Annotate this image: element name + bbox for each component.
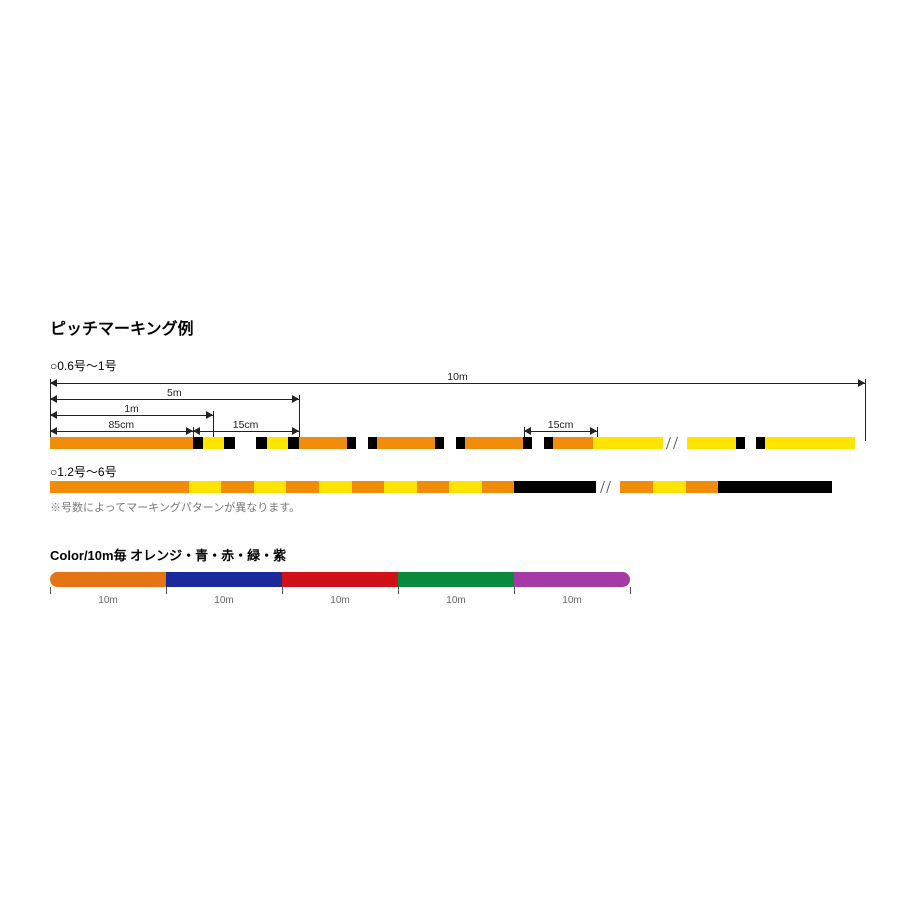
pattern2-bar <box>50 481 865 493</box>
pattern1-dimensions: 10m5m1m85cm15cm15cm <box>50 375 865 437</box>
color-section-title: Color/10m毎 オレンジ・青・赤・緑・紫 <box>50 545 865 564</box>
footnote: ※号数によってマーキングパターンが異なります。 <box>50 499 865 515</box>
diagram-title: ピッチマーキング例 <box>50 315 865 339</box>
pattern2-label: ○1.2号～6号 <box>50 463 865 480</box>
color-cycle-ticks: 10m10m10m10m10m <box>50 587 630 615</box>
pattern1-bar <box>50 437 865 449</box>
color-cycle-bar <box>50 572 630 587</box>
